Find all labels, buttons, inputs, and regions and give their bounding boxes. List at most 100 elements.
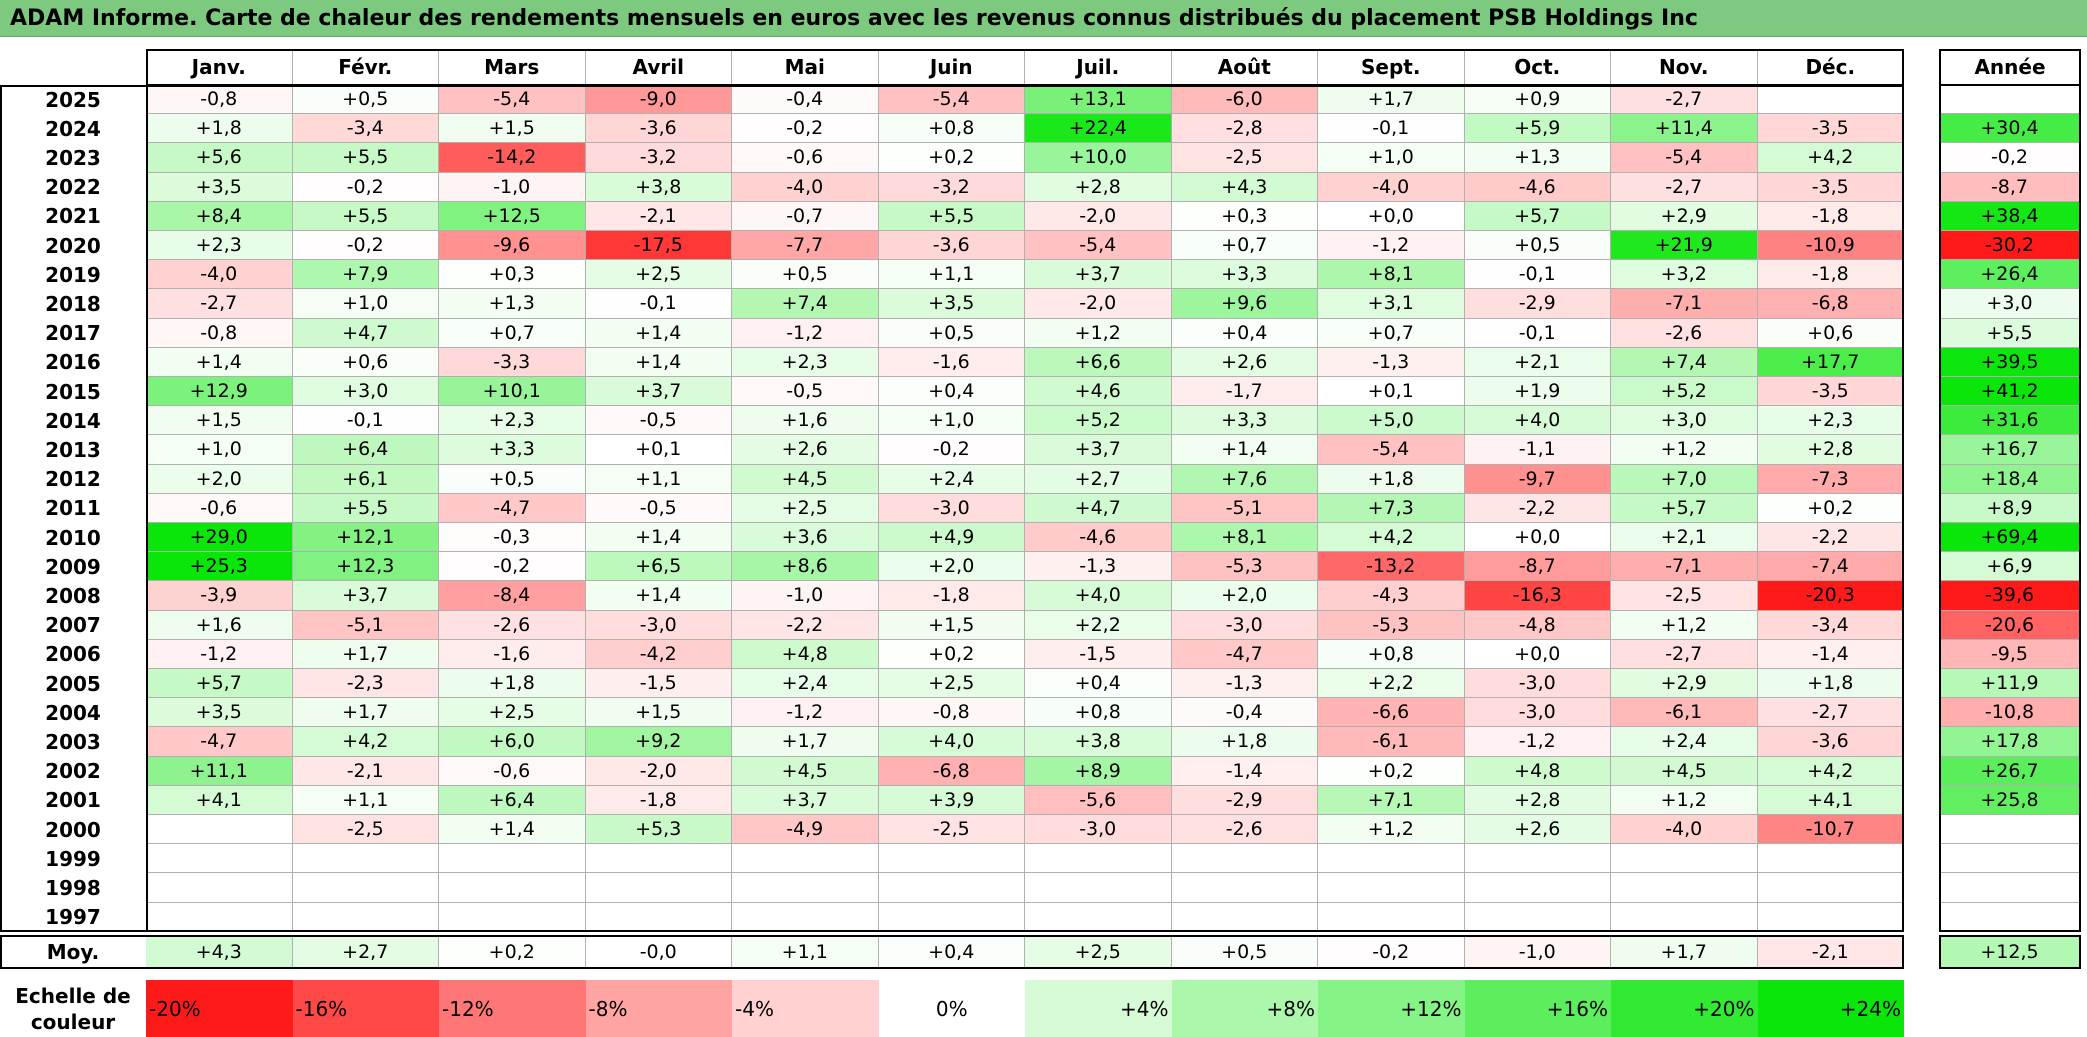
- heatmap-cell: +5,2: [1611, 377, 1758, 407]
- row-label-year: 2014: [45, 408, 101, 433]
- heatmap-cell: +1,0: [878, 406, 1025, 436]
- heatmap-cell: +0,2: [1318, 756, 1465, 786]
- heatmap-cell: +0,5: [878, 318, 1025, 348]
- heatmap-cell: -5,3: [1171, 552, 1318, 582]
- heatmap-cell: -17,5: [585, 231, 732, 261]
- heatmap-cell: +2,3: [1757, 406, 1904, 436]
- heatmap-cell: -2,6: [1611, 318, 1758, 348]
- heatmap-cell: -2,9: [1171, 785, 1318, 815]
- heatmap-cell: +4,8: [732, 639, 879, 669]
- average-cell: +0,2: [439, 935, 586, 969]
- heatmap-cell: +1,2: [1611, 785, 1758, 815]
- heatmap-cell: +9,6: [1171, 289, 1318, 319]
- heatmap-cell: +4,0: [878, 727, 1025, 757]
- heatmap-cell: +3,5: [878, 289, 1025, 319]
- row-label-year: 2021: [45, 204, 101, 229]
- average-annual-cell: +12,5: [1939, 935, 2081, 969]
- heatmap-cell: -3,6: [585, 114, 732, 144]
- heatmap-cell: -3,5: [1757, 114, 1904, 144]
- heatmap-cell: +0,7: [439, 318, 586, 348]
- heatmap-cell: -1,4: [1171, 756, 1318, 786]
- heatmap-cell: +3,5: [146, 698, 293, 728]
- heatmap-cell: -7,7: [732, 231, 879, 261]
- heatmap-cell: +4,7: [1025, 493, 1172, 523]
- heatmap-cell: -0,3: [439, 523, 586, 553]
- heatmap-cell: -0,8: [146, 318, 293, 348]
- heatmap-cell: +22,4: [1025, 114, 1172, 144]
- row-label-year: 2013: [45, 437, 101, 462]
- average-cell: +2,5: [1025, 935, 1172, 969]
- average-row-label: Moy.: [46, 940, 100, 964]
- heatmap-cell: +2,8: [1025, 172, 1172, 202]
- heatmap-cell: +13,1: [1025, 85, 1172, 115]
- heatmap-cell: +2,6: [732, 435, 879, 465]
- heatmap-cell: +1,3: [1464, 143, 1611, 173]
- heatmap-cell: -14,2: [439, 143, 586, 173]
- heatmap-cell: +1,4: [585, 318, 732, 348]
- annual-cell: [1939, 844, 2081, 874]
- row-label-year: 2020: [45, 233, 101, 258]
- color-scale-stop: 0%: [878, 980, 1025, 1037]
- heatmap-cell: +21,9: [1611, 231, 1758, 261]
- heatmap-cell: +3,8: [1025, 727, 1172, 757]
- heatmap-cell: -3,9: [146, 581, 293, 611]
- heatmap-cell: -5,1: [292, 610, 439, 640]
- heatmap-cell: -16,3: [1464, 581, 1611, 611]
- heatmap-cell: -6,1: [1611, 698, 1758, 728]
- heatmap-cell: -1,7: [1171, 377, 1318, 407]
- header-separator: [146, 84, 1904, 86]
- average-cell: -0,2: [1318, 935, 1465, 969]
- heatmap-cell: [1464, 902, 1611, 932]
- heatmap-cell: +10,1: [439, 377, 586, 407]
- heatmap-cell: -9,6: [439, 231, 586, 261]
- heatmap-cell: +0,9: [1464, 85, 1611, 115]
- heatmap-cell: [878, 873, 1025, 903]
- row-label-year: 2022: [45, 175, 101, 200]
- heatmap-cell: -0,5: [732, 377, 879, 407]
- heatmap-cell: -2,6: [1171, 815, 1318, 845]
- heatmap-cell: -0,8: [146, 85, 293, 115]
- heatmap-cell: [1464, 844, 1611, 874]
- heatmap-cell: +4,2: [292, 727, 439, 757]
- heatmap-cell: +7,4: [732, 289, 879, 319]
- heatmap-cell: -3,2: [585, 143, 732, 173]
- heatmap-cell: +8,1: [1171, 523, 1318, 553]
- heatmap-cell: +3,7: [1025, 435, 1172, 465]
- heatmap-cell: -2,7: [1611, 639, 1758, 669]
- heatmap-cell: -4,9: [732, 815, 879, 845]
- heatmap-cell: -4,8: [1464, 610, 1611, 640]
- heatmap-cell: +7,1: [1318, 785, 1465, 815]
- heatmap-cell: -1,8: [1757, 260, 1904, 290]
- heatmap-cell: -7,1: [1611, 289, 1758, 319]
- heatmap-cell: +8,4: [146, 201, 293, 231]
- color-scale-stop: -8%: [585, 980, 732, 1037]
- color-scale-stop: +24%: [1757, 980, 1904, 1037]
- annual-cell: -0,2: [1939, 143, 2081, 173]
- heatmap-cell: +1,4: [1171, 435, 1318, 465]
- heatmap-cell: -2,5: [292, 815, 439, 845]
- heatmap-cell: -5,3: [1318, 610, 1465, 640]
- column-header: Févr.: [292, 49, 439, 85]
- heatmap-cell: +1,2: [1025, 318, 1172, 348]
- heatmap-cell: +0,4: [878, 377, 1025, 407]
- row-label-year: 2008: [45, 583, 101, 608]
- color-scale-stop: +8%: [1171, 980, 1318, 1037]
- annual-cell: +69,4: [1939, 523, 2081, 553]
- heatmap-cell: +4,1: [146, 785, 293, 815]
- heatmap-cell: -2,7: [146, 289, 293, 319]
- heatmap-cell: +4,0: [1464, 406, 1611, 436]
- heatmap-cell: +5,2: [1025, 406, 1172, 436]
- heatmap-cell: -0,1: [585, 289, 732, 319]
- heatmap-cell: +2,5: [878, 669, 1025, 699]
- heatmap-cell: -0,1: [292, 406, 439, 436]
- heatmap-cell: +3,2: [1611, 260, 1758, 290]
- heatmap-cell: +8,1: [1318, 260, 1465, 290]
- heatmap-cell: [1025, 902, 1172, 932]
- heatmap-cell: -1,4: [1757, 639, 1904, 669]
- annual-cell: [1939, 815, 2081, 845]
- heatmap-cell: [1611, 844, 1758, 874]
- heatmap-cell: [585, 873, 732, 903]
- heatmap-cell: [292, 902, 439, 932]
- heatmap-cell: +0,0: [1464, 639, 1611, 669]
- heatmap-cell: +2,3: [439, 406, 586, 436]
